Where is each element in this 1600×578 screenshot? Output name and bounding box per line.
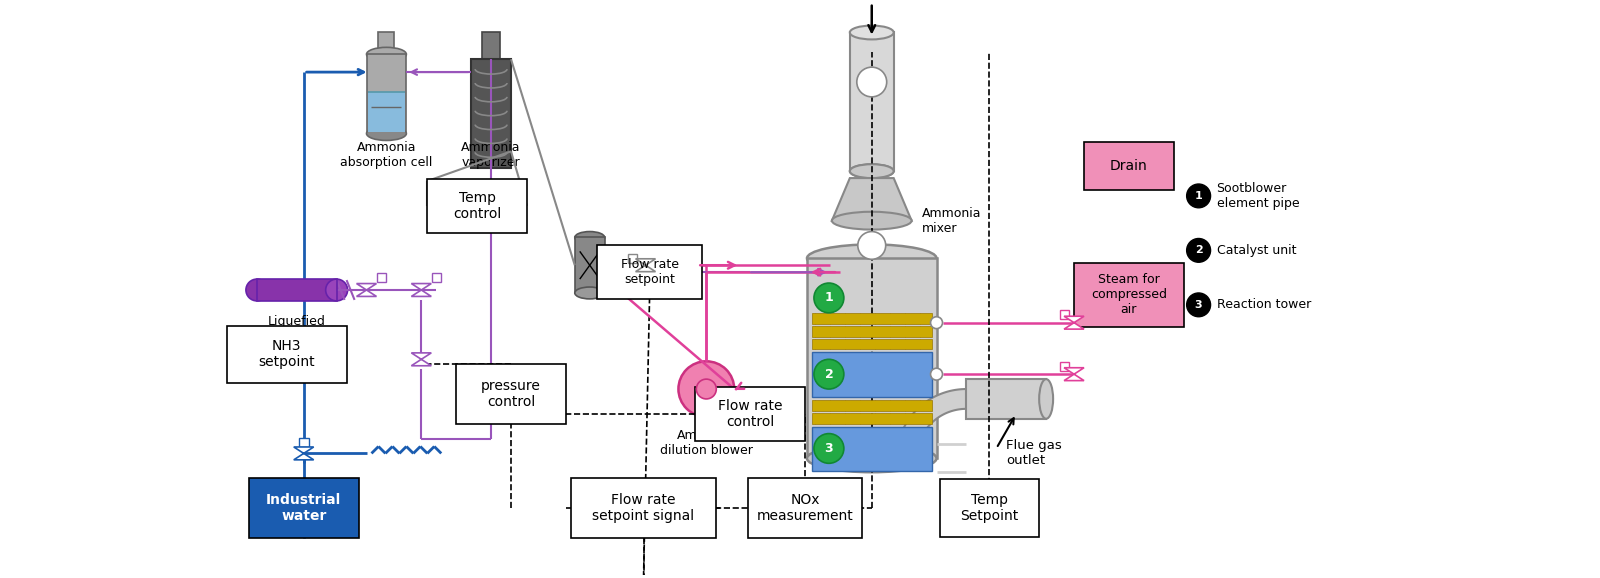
Text: Ammonia
vaporizer: Ammonia vaporizer [461, 142, 522, 169]
Text: Flow rate
setpoint signal: Flow rate setpoint signal [592, 493, 694, 523]
Bar [378, 273, 386, 281]
Polygon shape [832, 178, 912, 221]
Text: Sootblower
element pipe: Sootblower element pipe [1216, 182, 1299, 210]
FancyBboxPatch shape [250, 478, 358, 538]
Text: pressure
control: pressure control [482, 379, 541, 409]
FancyBboxPatch shape [806, 258, 936, 458]
Text: 1: 1 [824, 291, 834, 305]
FancyBboxPatch shape [1074, 263, 1184, 327]
Polygon shape [357, 284, 376, 297]
Polygon shape [896, 389, 966, 458]
Text: Temp
Setpoint: Temp Setpoint [960, 493, 1019, 523]
Polygon shape [635, 259, 656, 272]
FancyBboxPatch shape [427, 179, 526, 233]
FancyBboxPatch shape [966, 379, 1046, 418]
Bar [299, 438, 309, 447]
Text: Ammonia
dilution blower: Ammonia dilution blower [659, 429, 752, 457]
Text: 1: 1 [1195, 191, 1203, 201]
Text: Temp
control: Temp control [453, 191, 501, 221]
Bar [629, 254, 637, 263]
Polygon shape [1064, 316, 1085, 329]
Circle shape [814, 283, 843, 313]
FancyBboxPatch shape [366, 54, 406, 134]
FancyBboxPatch shape [747, 478, 862, 538]
FancyBboxPatch shape [470, 59, 510, 168]
FancyBboxPatch shape [258, 279, 336, 301]
Text: NH3
setpoint: NH3 setpoint [259, 339, 315, 369]
Ellipse shape [574, 232, 605, 243]
FancyBboxPatch shape [811, 339, 931, 350]
FancyBboxPatch shape [696, 387, 805, 441]
Bar [1059, 362, 1069, 370]
Polygon shape [411, 284, 432, 297]
Circle shape [858, 232, 886, 260]
FancyBboxPatch shape [1085, 142, 1174, 190]
Ellipse shape [366, 127, 406, 140]
Circle shape [814, 434, 843, 464]
Circle shape [1187, 239, 1211, 262]
FancyBboxPatch shape [811, 353, 931, 397]
Circle shape [858, 67, 886, 97]
FancyBboxPatch shape [368, 92, 405, 132]
FancyBboxPatch shape [597, 245, 702, 299]
Circle shape [678, 361, 734, 417]
FancyBboxPatch shape [811, 400, 931, 411]
Circle shape [696, 379, 717, 399]
Ellipse shape [806, 444, 936, 472]
FancyBboxPatch shape [811, 427, 931, 471]
Text: Ammonia
mixer: Ammonia mixer [922, 207, 981, 235]
Ellipse shape [806, 244, 936, 272]
Text: Reaction tower: Reaction tower [1216, 298, 1310, 312]
Circle shape [1187, 184, 1211, 208]
Text: Flow rate
control: Flow rate control [718, 399, 782, 429]
FancyBboxPatch shape [811, 313, 931, 324]
Text: Flue gas
outlet: Flue gas outlet [1006, 439, 1062, 466]
Text: Steam for
compressed
air: Steam for compressed air [1091, 273, 1166, 316]
Ellipse shape [850, 164, 894, 178]
Ellipse shape [246, 279, 267, 301]
Text: Catalyst unit: Catalyst unit [1216, 244, 1296, 257]
Ellipse shape [574, 287, 605, 299]
Text: 2: 2 [1195, 246, 1203, 255]
Polygon shape [1064, 368, 1085, 380]
Text: 3: 3 [824, 442, 834, 455]
Text: Flow rate
setpoint: Flow rate setpoint [621, 258, 678, 286]
Ellipse shape [850, 25, 894, 39]
Polygon shape [294, 447, 314, 460]
Ellipse shape [1038, 379, 1053, 418]
FancyBboxPatch shape [227, 325, 347, 383]
Circle shape [931, 317, 942, 329]
Circle shape [814, 360, 843, 389]
Polygon shape [411, 353, 432, 366]
FancyBboxPatch shape [811, 413, 931, 424]
Bar [1059, 310, 1069, 319]
FancyBboxPatch shape [456, 364, 566, 424]
FancyBboxPatch shape [571, 478, 715, 538]
Ellipse shape [366, 47, 406, 61]
FancyBboxPatch shape [379, 32, 395, 54]
Circle shape [1187, 293, 1211, 317]
Text: 3: 3 [1195, 300, 1203, 310]
FancyBboxPatch shape [574, 238, 605, 293]
Bar [432, 273, 440, 281]
FancyBboxPatch shape [939, 479, 1038, 536]
Text: NOx
measurement: NOx measurement [757, 493, 853, 523]
Text: Industrial
water: Industrial water [266, 493, 341, 523]
Text: Liquefied
ammonia
cylinder: Liquefied ammonia cylinder [267, 315, 326, 358]
Ellipse shape [832, 212, 912, 229]
Circle shape [931, 368, 942, 380]
Text: Drain: Drain [1110, 159, 1147, 173]
Ellipse shape [850, 164, 894, 178]
Text: Ammonia
absorption cell: Ammonia absorption cell [341, 142, 432, 169]
FancyBboxPatch shape [482, 32, 501, 60]
Text: 2: 2 [824, 368, 834, 381]
FancyBboxPatch shape [811, 325, 931, 336]
FancyBboxPatch shape [850, 32, 894, 171]
Ellipse shape [326, 279, 347, 301]
